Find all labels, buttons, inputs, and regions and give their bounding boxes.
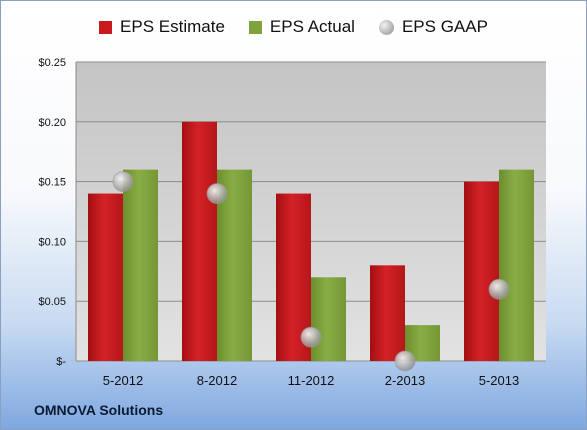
bar-eps-actual bbox=[311, 277, 346, 361]
company-name: OMNOVA Solutions bbox=[34, 402, 164, 418]
y-tick-label: $0.05 bbox=[38, 296, 66, 308]
bar-eps-estimate bbox=[464, 181, 499, 361]
legend-swatch-estimate bbox=[99, 20, 113, 34]
bar-eps-actual bbox=[499, 169, 534, 361]
point-eps-gaap bbox=[488, 278, 510, 300]
point-eps-gaap bbox=[394, 350, 416, 372]
legend-item-actual: EPS Actual bbox=[248, 17, 355, 37]
y-tick-label: $0.25 bbox=[38, 57, 66, 69]
legend-item-gaap: EPS GAAP bbox=[378, 17, 488, 37]
y-tick-label: $- bbox=[56, 356, 66, 368]
legend-label-gaap: EPS GAAP bbox=[401, 17, 488, 36]
bar-eps-estimate bbox=[182, 121, 217, 361]
legend-item-estimate: EPS Estimate bbox=[99, 17, 225, 37]
x-tick-label: 5-2013 bbox=[479, 373, 519, 388]
y-tick-label: $0.15 bbox=[38, 177, 66, 189]
x-tick-label: 5-2012 bbox=[103, 373, 143, 388]
eps-chart: $- $0.05 $0.10 $0.15 $0.20 $0.25 5-2012 8-2012 1… bbox=[38, 57, 546, 388]
point-eps-gaap bbox=[206, 183, 228, 205]
point-eps-gaap bbox=[112, 171, 134, 193]
legend-swatch-actual bbox=[248, 20, 262, 34]
x-tick-label: 11-2012 bbox=[288, 373, 335, 388]
legend-swatch-gaap bbox=[378, 19, 394, 35]
x-tick-label: 8-2012 bbox=[197, 373, 237, 388]
point-eps-gaap bbox=[300, 326, 322, 348]
bar-eps-actual bbox=[123, 169, 158, 361]
x-tick-label: 2-2013 bbox=[385, 373, 425, 388]
bar-eps-estimate bbox=[88, 193, 123, 361]
bar-eps-estimate bbox=[370, 265, 405, 361]
legend: EPS Estimate EPS Actual EPS GAAP bbox=[1, 17, 586, 37]
y-tick-label: $0.10 bbox=[38, 236, 66, 248]
legend-label-estimate: EPS Estimate bbox=[120, 17, 225, 36]
legend-label-actual: EPS Actual bbox=[269, 17, 355, 36]
y-tick-label: $0.20 bbox=[38, 117, 66, 129]
